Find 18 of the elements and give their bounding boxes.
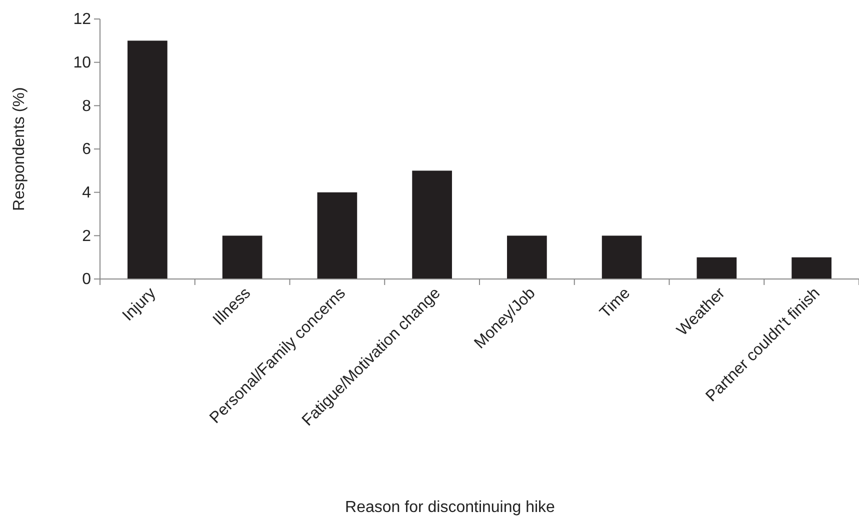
bar	[602, 236, 642, 279]
y-tick-label: 8	[82, 98, 92, 115]
y-tick-label: 10	[73, 54, 92, 72]
y-tick-label: 2	[82, 228, 92, 245]
y-tick-label: 6	[82, 141, 92, 158]
y-tick-label: 4	[82, 184, 92, 202]
bar	[507, 236, 547, 279]
x-tick-label: Time	[596, 284, 634, 322]
y-axis-title: Respondents (%)	[11, 87, 28, 211]
y-tick-label: 0	[82, 271, 92, 288]
bar	[412, 170, 452, 279]
bar	[128, 40, 168, 279]
bar	[317, 192, 358, 279]
y-tick-label: 12	[73, 11, 92, 28]
bar	[222, 236, 262, 279]
bar	[696, 257, 737, 279]
x-axis-title: Reason for discontinuing hike	[345, 499, 556, 516]
bar	[792, 257, 832, 279]
